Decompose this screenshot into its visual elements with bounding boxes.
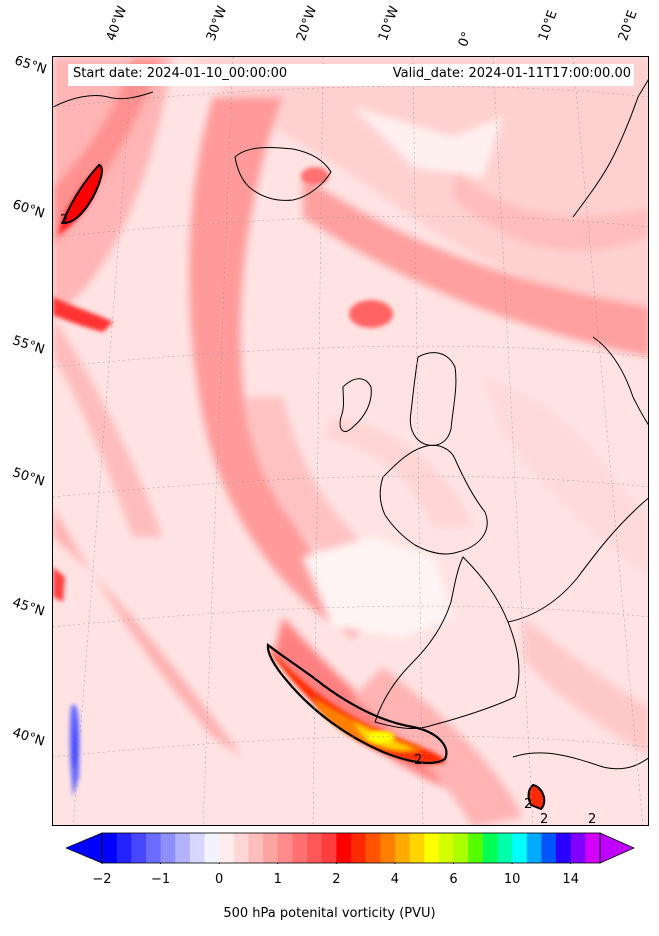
pv-streamer xyxy=(61,163,546,811)
colorbar-swatch xyxy=(102,833,118,863)
lon-label-20e: 20°E xyxy=(615,8,641,44)
colorbar-underflow xyxy=(66,832,103,864)
lat-label-50n: 50°N xyxy=(10,465,47,490)
colorbar-swatch xyxy=(380,833,396,863)
colorbar-swatch xyxy=(233,833,249,863)
colorbar-swatch xyxy=(145,833,162,863)
colorbar-swatch xyxy=(585,833,601,863)
lon-label-10w: 10°W xyxy=(375,4,403,43)
lat-label-40n: 40°N xyxy=(10,725,47,750)
colorbar-swatch xyxy=(438,833,455,863)
colorbar-swatch xyxy=(116,833,132,863)
contour-label-3: 2 xyxy=(524,797,533,812)
colorbar-tick-label: 0 xyxy=(215,872,224,887)
colorbar-swatch xyxy=(351,833,367,863)
colorbar-swatch xyxy=(189,833,206,863)
colorbar-swatch xyxy=(365,833,381,863)
colorbar-swatch xyxy=(497,833,513,863)
colorbar-swatch xyxy=(263,833,279,863)
lon-label-10e: 10°E xyxy=(535,8,561,44)
coastlines xyxy=(53,79,648,770)
colorbar-swatch xyxy=(277,833,293,863)
colorbar-swatch xyxy=(248,833,264,863)
colorbar-tick-label: −1 xyxy=(150,872,171,887)
colorbar-swatch xyxy=(541,833,557,863)
colorbar-tick-label: 1 xyxy=(273,872,282,887)
lat-label-60n: 60°N xyxy=(10,197,47,222)
colorbar-swatch xyxy=(219,833,235,863)
colorbar xyxy=(66,832,635,864)
colorbar-swatch xyxy=(321,833,337,863)
lon-label-40w: 40°W xyxy=(103,4,131,43)
colorbar-label: 500 hPa potenital vorticity (PVU) xyxy=(223,906,436,921)
colorbar-swatch xyxy=(424,833,440,863)
lon-label-20w: 20°W xyxy=(293,4,321,43)
colorbar-swatch xyxy=(394,833,411,863)
colorbar-swatch xyxy=(175,833,191,863)
colorbar-swatch xyxy=(307,833,323,863)
contour-label-1: 2 xyxy=(60,213,69,228)
lat-label-65n: 65°N xyxy=(12,53,49,78)
lat-label-55n: 55°N xyxy=(10,333,47,358)
map-panel xyxy=(52,56,649,826)
colorbar-swatch xyxy=(204,833,220,863)
colorbar-swatch xyxy=(468,833,484,863)
colorbar-swatch xyxy=(512,833,528,863)
contour-label-5: 2 xyxy=(588,812,597,827)
colorbar-tick-label: 14 xyxy=(562,872,579,887)
contour-label-2: 2 xyxy=(414,753,423,768)
colorbar-overflow xyxy=(599,832,635,864)
colorbar-tick-label: 2 xyxy=(332,872,341,887)
lat-label-45n: 45°N xyxy=(10,595,47,620)
header-box xyxy=(68,64,634,86)
contour-label-4: 2 xyxy=(540,812,549,827)
colorbar-swatch xyxy=(336,833,352,863)
valid-date-label: Valid_date: 2024-01-11T17:00:00.00 xyxy=(392,66,631,81)
colorbar-tick-label: 10 xyxy=(503,872,521,887)
colorbar-swatch xyxy=(453,833,469,863)
colorbar-tick-label: −2 xyxy=(92,872,112,887)
colorbar-swatch xyxy=(160,833,176,863)
colorbar-swatch xyxy=(526,833,542,863)
colorbar-swatch xyxy=(131,833,147,863)
colorbar-frame xyxy=(101,832,601,864)
colorbar-tick-label: 6 xyxy=(449,872,458,887)
graticule xyxy=(53,57,648,825)
lon-label-0: 0° xyxy=(455,29,476,49)
pv-map xyxy=(53,57,648,825)
colorbar-tick-label: 4 xyxy=(390,872,400,887)
colorbar-swatch xyxy=(556,833,572,863)
colorbar-swatch xyxy=(482,833,498,863)
colorbar-swatch xyxy=(570,833,586,863)
colorbar-swatch xyxy=(409,833,425,863)
start-date-label: Start date: 2024-01-10_00:00:00 xyxy=(73,66,288,81)
lon-label-30w: 30°W xyxy=(203,4,231,43)
colorbar-swatch xyxy=(292,833,308,863)
